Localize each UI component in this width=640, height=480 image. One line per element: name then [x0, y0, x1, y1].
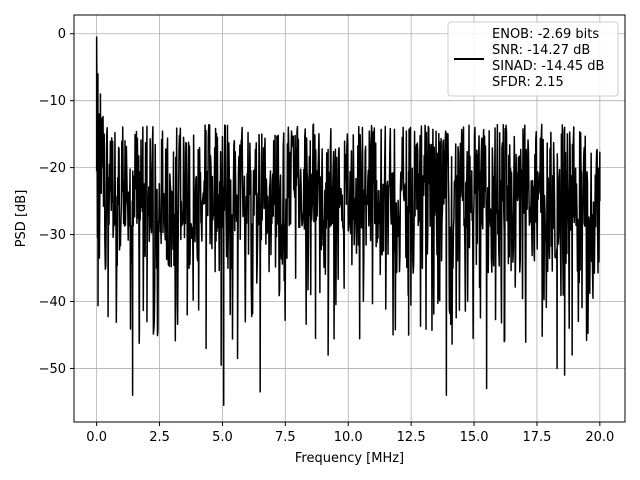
- y-tick-label: −20: [39, 161, 66, 176]
- legend-entry-enob: ENOB: -2.69 bits: [492, 27, 599, 42]
- x-tick-label: 12.5: [397, 430, 426, 445]
- axis-ticks: 0.0 2.5 5.0 7.5 10.0 12.5 15.0 17.5 20.0 0 −10 −20 −…: [39, 27, 615, 445]
- x-tick-label: 5.0: [212, 430, 233, 445]
- legend-box: [447, 21, 619, 97]
- series-layer: [95, 36, 601, 407]
- plot-frame: [73, 14, 626, 423]
- y-tick-label: −40: [39, 295, 66, 310]
- legend: ENOB: -2.69 bits SNR: -14.27 dB SINAD: -…: [447, 21, 619, 97]
- legend-entry-snr: SNR: -14.27 dB: [492, 43, 590, 58]
- x-tick-label: 7.5: [275, 430, 296, 445]
- y-tick-label: 0: [58, 27, 66, 42]
- legend-entry-sinad: SINAD: -14.45 dB: [492, 59, 604, 74]
- y-tick-label: −10: [39, 94, 66, 109]
- x-tick-label: 10.0: [334, 430, 363, 445]
- x-tick-label: 2.5: [149, 430, 170, 445]
- x-tick-label: 15.0: [460, 430, 489, 445]
- y-tick-label: −30: [39, 228, 66, 243]
- x-tick-label: 0.0: [86, 430, 107, 445]
- x-tick-label: 20.0: [585, 430, 614, 445]
- x-axis-label: Frequency [MHz]: [295, 451, 404, 466]
- x-tick-label: 17.5: [522, 430, 551, 445]
- legend-entry-sfdr: SFDR: 2.15: [492, 75, 564, 90]
- psd-series-line: [95, 36, 601, 407]
- y-tick-label: −50: [39, 362, 66, 377]
- y-axis-label: PSD [dB]: [14, 190, 29, 248]
